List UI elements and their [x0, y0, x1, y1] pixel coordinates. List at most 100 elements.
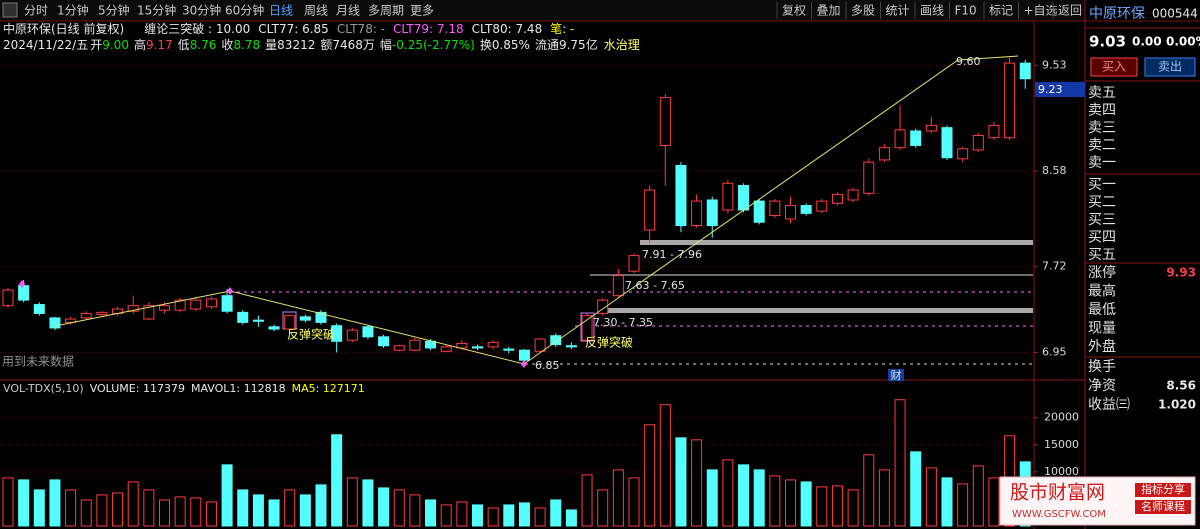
volume-bar — [581, 474, 593, 527]
tab[interactable]: 15分钟 — [137, 3, 176, 18]
candle-body — [143, 305, 155, 320]
volume-bar — [80, 499, 92, 527]
annotation: 反弹突破 — [585, 335, 633, 350]
tab[interactable]: 5分钟 — [98, 3, 130, 18]
annotation: 6.85 — [535, 359, 560, 372]
candle-body — [472, 346, 483, 349]
y-tick-label: 7.72 — [1042, 260, 1067, 273]
candle-body — [816, 200, 828, 212]
info-value: 9.17 — [146, 38, 173, 52]
volume-bar — [941, 477, 953, 527]
candle-body — [393, 345, 405, 351]
info-label: 量 — [265, 38, 277, 52]
finance-badge[interactable] — [888, 369, 904, 381]
candle-body — [691, 200, 703, 227]
volume-bar — [722, 459, 734, 527]
toolbar-button[interactable]: +自选 — [1024, 4, 1058, 18]
candle-body — [346, 329, 358, 341]
grid: 9.53 8.58 7.72 6.95 20000 15000 10000 — [0, 58, 1079, 478]
candle-body — [378, 336, 390, 347]
candle-body — [738, 185, 750, 211]
candle-body — [237, 311, 249, 323]
toolbar-button[interactable]: 统计 — [886, 4, 910, 18]
quote-value: 1.020 — [1158, 398, 1196, 412]
tab[interactable]: 更多 — [410, 4, 434, 18]
volume-bar — [518, 502, 530, 527]
volume-bar — [878, 469, 890, 527]
toolbar-button[interactable]: 标记 — [989, 4, 1013, 18]
volume-bar — [957, 483, 969, 527]
toolbar-button[interactable]: 复权 — [782, 4, 806, 18]
volume-bar — [440, 504, 452, 527]
sell-button-text[interactable]: 卖出 — [1158, 60, 1182, 74]
candle-body — [65, 318, 77, 323]
volume-bar — [816, 486, 828, 527]
info-label: 幅 — [380, 37, 392, 52]
candle-body — [785, 205, 796, 220]
volume-bar — [409, 494, 421, 527]
tab[interactable]: 分时 — [24, 4, 48, 18]
candle-body — [910, 130, 922, 146]
volume-bar — [268, 499, 280, 527]
info-label: 流通 — [535, 38, 559, 52]
candle-body — [628, 255, 640, 272]
volume-bar — [346, 477, 358, 527]
tab[interactable]: 1分钟 — [57, 3, 89, 18]
candle-body — [518, 349, 530, 361]
tab[interactable]: 30分钟 — [182, 3, 221, 18]
toolbar-button[interactable]: 返回 — [1058, 4, 1082, 18]
toolbar-button[interactable]: 多股 — [851, 4, 875, 18]
volume-bar — [393, 489, 405, 527]
indicator-value: 笔: - — [550, 21, 574, 36]
volume-bar — [362, 479, 374, 527]
annotation: 7.30 - 7.35 — [593, 316, 653, 329]
quote-label: 卖五 — [1088, 85, 1116, 101]
toolbar-buttons: 复权 叠加 多股 统计 画线 F10 标记 +自选 返回 — [776, 2, 1082, 19]
candle-body — [831, 193, 843, 204]
candle-body — [675, 164, 687, 227]
quote-name: 中原环保 — [1089, 6, 1145, 22]
candle-body — [1004, 62, 1016, 139]
candle-body — [753, 200, 765, 223]
candle-body — [205, 298, 217, 308]
quote-value: 8.56 — [1166, 379, 1196, 393]
buy-button[interactable] — [1090, 57, 1138, 77]
info-label: 额 — [320, 38, 332, 52]
quote-label: 买五 — [1088, 247, 1116, 263]
toolbar-bg — [0, 0, 1085, 21]
candle-body — [174, 299, 186, 311]
info-value: 0.85% — [492, 38, 530, 52]
volume-bar — [847, 489, 859, 527]
sell-button[interactable] — [1144, 57, 1196, 77]
volume-bar — [18, 479, 30, 527]
candle-body — [33, 304, 45, 314]
toolbar-button[interactable]: 画线 — [920, 4, 944, 18]
menu-icon[interactable] — [2, 2, 18, 18]
volume-bar — [456, 501, 468, 527]
candle-body — [331, 325, 343, 342]
watermark-tag-text: 指标分享 — [1141, 482, 1185, 496]
candle-body — [847, 189, 859, 201]
tab[interactable]: 月线 — [336, 4, 360, 18]
quote-label: 卖二 — [1088, 138, 1116, 154]
tab[interactable]: 多周期 — [368, 4, 404, 18]
candle-body — [127, 305, 139, 312]
tab[interactable]: 60分钟 — [225, 3, 264, 18]
quote-label: 买二 — [1088, 195, 1116, 211]
annotation: 9.60 — [956, 55, 981, 68]
toolbar-button[interactable]: F10 — [955, 4, 977, 18]
y-tick-label: 6.95 — [1042, 345, 1067, 358]
buy-button-text[interactable]: 买入 — [1102, 60, 1126, 74]
tab[interactable]: 日线 — [269, 4, 293, 18]
candle-body — [659, 97, 671, 146]
volume-bar — [190, 497, 202, 527]
volume-header: VOL-TDX(5,10) VOLUME: 117379 MAVOL1: 11281… — [3, 382, 365, 395]
tab[interactable]: 周线 — [304, 4, 328, 18]
toolbar-button[interactable]: 叠加 — [817, 4, 841, 18]
quote-label: 卖四 — [1088, 103, 1116, 119]
finance-badge-text[interactable]: 财 — [891, 368, 902, 382]
volume-title: VOL-TDX(5,10) — [3, 382, 84, 395]
indicator-value: CLT80: 7.48 — [472, 22, 543, 36]
